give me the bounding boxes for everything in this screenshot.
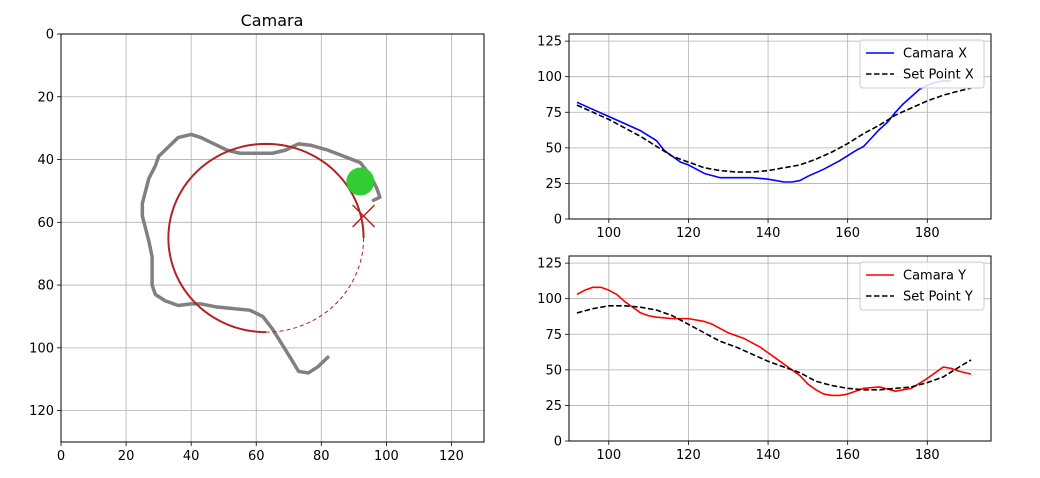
legend-label: Camara X	[903, 47, 967, 62]
y-tick-label: 0	[46, 28, 54, 43]
y-tick-label: 40	[37, 153, 54, 168]
legend-box	[859, 39, 985, 89]
x-tick-label: 160	[835, 448, 860, 463]
y-tick-label: 120	[29, 404, 54, 419]
y-tick-label: 20	[37, 90, 54, 105]
plot-title: Camara	[241, 11, 304, 30]
y-tick-label: 75	[545, 106, 562, 121]
target-marker	[352, 204, 376, 228]
y-tick-label: 125	[537, 257, 562, 272]
y-tick-label: 50	[545, 141, 562, 156]
y-tick-label: 50	[545, 363, 562, 378]
y-tick-label: 25	[545, 399, 562, 414]
x-tick-label: 20	[118, 449, 135, 464]
legend-label: Set Point Y	[903, 290, 973, 305]
y-tick-label: 80	[37, 279, 54, 294]
y-tick-label: 75	[545, 328, 562, 343]
x-tick-label: 60	[248, 449, 265, 464]
x-tick-label: 160	[835, 226, 860, 241]
x-tick-label: 120	[439, 449, 464, 464]
x-tick-label: 100	[374, 449, 399, 464]
y-tick-label: 0	[554, 435, 562, 450]
y-tick-label: 100	[537, 292, 562, 307]
legend-label: Camara Y	[903, 269, 966, 284]
camara-y-plot: 100 120 140 160 180 0 25 50 75 100 125 Camara Y Set …	[537, 255, 992, 463]
x-tick-label: 120	[676, 448, 701, 463]
axes-frame	[60, 33, 485, 443]
y-tick-label: 25	[545, 177, 562, 192]
x-tick-label: 180	[915, 448, 940, 463]
ball-trajectory	[140, 132, 382, 375]
y-tick-label: 0	[554, 213, 562, 228]
camara-x-plot: 100 120 140 160 180 0 25 50 75 100 125 Camara X Set …	[537, 33, 992, 241]
x-tick-label: 0	[57, 449, 65, 464]
legend-label: Set Point X	[903, 68, 974, 83]
y-tick-label: 100	[537, 70, 562, 85]
x-tick-label: 100	[596, 448, 621, 463]
series-line	[576, 87, 972, 173]
series-line	[576, 80, 952, 183]
x-tick-label: 180	[915, 226, 940, 241]
x-tick-label: 40	[183, 449, 200, 464]
series-line	[576, 305, 972, 391]
x-tick-label: 100	[596, 226, 621, 241]
y-tick-label: 60	[37, 216, 54, 231]
axes-frame	[568, 33, 992, 220]
axes-frame	[568, 255, 992, 442]
y-tick-label: 100	[29, 341, 54, 356]
x-tick-label: 120	[676, 226, 701, 241]
reference-circle-dashed	[265, 237, 365, 333]
series-line	[576, 286, 972, 397]
reference-circle-solid	[167, 142, 365, 334]
x-tick-label: 140	[756, 226, 781, 241]
ball-position	[346, 167, 375, 196]
x-tick-label: 140	[756, 448, 781, 463]
legend-box	[859, 261, 985, 311]
x-tick-label: 80	[313, 449, 330, 464]
y-tick-label: 125	[537, 35, 562, 50]
camera-trajectory-plot: Camara 0 20 40 60 80 100 120 0 20 40 60 80 100 120	[29, 11, 485, 464]
